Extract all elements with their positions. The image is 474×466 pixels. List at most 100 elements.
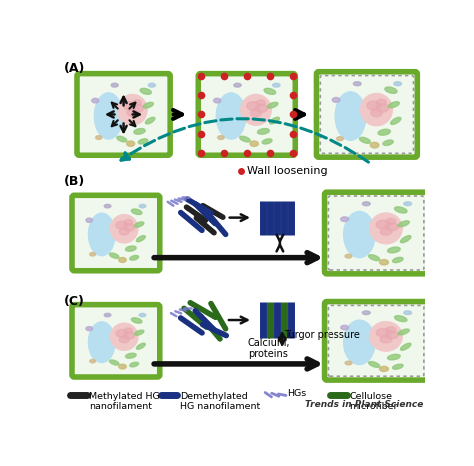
- Ellipse shape: [241, 95, 271, 125]
- FancyBboxPatch shape: [72, 195, 160, 271]
- FancyBboxPatch shape: [72, 305, 160, 377]
- Ellipse shape: [234, 83, 241, 87]
- Ellipse shape: [110, 215, 138, 243]
- Ellipse shape: [94, 93, 123, 139]
- Ellipse shape: [90, 253, 95, 256]
- Ellipse shape: [119, 336, 129, 343]
- Ellipse shape: [127, 141, 135, 146]
- Ellipse shape: [127, 109, 138, 116]
- Ellipse shape: [130, 255, 138, 260]
- Ellipse shape: [388, 102, 399, 108]
- Ellipse shape: [124, 219, 133, 225]
- Ellipse shape: [388, 354, 400, 360]
- FancyBboxPatch shape: [198, 74, 295, 155]
- Ellipse shape: [404, 202, 411, 206]
- Ellipse shape: [264, 89, 276, 95]
- Ellipse shape: [117, 136, 127, 142]
- Ellipse shape: [110, 323, 138, 350]
- Text: Turgor pressure: Turgor pressure: [284, 330, 360, 340]
- Ellipse shape: [386, 219, 396, 225]
- Ellipse shape: [385, 87, 397, 93]
- Ellipse shape: [345, 254, 352, 258]
- Ellipse shape: [109, 253, 119, 258]
- Ellipse shape: [137, 343, 145, 350]
- Ellipse shape: [138, 139, 148, 144]
- Ellipse shape: [124, 102, 136, 110]
- Ellipse shape: [369, 255, 380, 260]
- Ellipse shape: [96, 136, 102, 139]
- FancyBboxPatch shape: [77, 74, 170, 155]
- Ellipse shape: [140, 89, 151, 94]
- Ellipse shape: [116, 329, 128, 337]
- Ellipse shape: [256, 100, 265, 106]
- Ellipse shape: [262, 139, 272, 144]
- Ellipse shape: [380, 366, 389, 371]
- Ellipse shape: [370, 142, 379, 148]
- Ellipse shape: [388, 247, 400, 253]
- Ellipse shape: [90, 359, 95, 363]
- Text: HGs: HGs: [288, 389, 307, 397]
- Ellipse shape: [240, 136, 250, 142]
- Ellipse shape: [132, 104, 144, 112]
- Ellipse shape: [394, 315, 407, 322]
- Ellipse shape: [139, 313, 146, 317]
- Ellipse shape: [344, 212, 375, 258]
- Ellipse shape: [361, 93, 392, 126]
- Ellipse shape: [367, 101, 380, 110]
- Ellipse shape: [337, 137, 343, 141]
- Ellipse shape: [401, 343, 411, 350]
- Text: (A): (A): [64, 62, 85, 75]
- Ellipse shape: [380, 336, 392, 343]
- Ellipse shape: [109, 360, 119, 365]
- Ellipse shape: [385, 223, 398, 231]
- Ellipse shape: [341, 325, 348, 330]
- Ellipse shape: [111, 83, 118, 87]
- Ellipse shape: [385, 331, 398, 339]
- Ellipse shape: [124, 332, 135, 339]
- Ellipse shape: [119, 364, 126, 369]
- Ellipse shape: [89, 322, 115, 363]
- FancyBboxPatch shape: [317, 72, 417, 157]
- Ellipse shape: [376, 99, 386, 105]
- Ellipse shape: [139, 204, 146, 208]
- Ellipse shape: [362, 311, 370, 315]
- Ellipse shape: [378, 129, 391, 135]
- Ellipse shape: [404, 311, 411, 315]
- Ellipse shape: [134, 129, 145, 134]
- Text: (C): (C): [64, 295, 84, 308]
- FancyArrowPatch shape: [121, 119, 368, 162]
- Ellipse shape: [273, 83, 280, 87]
- Ellipse shape: [344, 320, 375, 364]
- Ellipse shape: [137, 236, 145, 242]
- Ellipse shape: [394, 82, 401, 86]
- Ellipse shape: [359, 137, 371, 144]
- Ellipse shape: [376, 329, 390, 337]
- Text: Demethylated
HG nanofilament: Demethylated HG nanofilament: [180, 391, 260, 411]
- Ellipse shape: [247, 102, 260, 110]
- Ellipse shape: [391, 117, 401, 124]
- Ellipse shape: [369, 362, 380, 367]
- Ellipse shape: [213, 98, 221, 103]
- Ellipse shape: [371, 109, 383, 116]
- Ellipse shape: [345, 361, 352, 365]
- FancyBboxPatch shape: [325, 192, 428, 274]
- Text: Trends in Plant Science: Trends in Plant Science: [306, 399, 424, 409]
- Ellipse shape: [376, 220, 390, 229]
- Text: Cellulose
microfiber: Cellulose microfiber: [349, 391, 398, 411]
- Ellipse shape: [143, 103, 154, 108]
- Ellipse shape: [250, 109, 262, 116]
- Ellipse shape: [392, 364, 403, 369]
- Ellipse shape: [86, 218, 92, 222]
- Ellipse shape: [132, 100, 141, 106]
- Ellipse shape: [124, 328, 133, 333]
- Ellipse shape: [131, 318, 142, 323]
- Ellipse shape: [104, 313, 111, 317]
- Ellipse shape: [124, 224, 135, 231]
- Ellipse shape: [257, 129, 269, 134]
- Ellipse shape: [376, 104, 389, 112]
- Ellipse shape: [270, 117, 280, 124]
- Ellipse shape: [126, 246, 136, 251]
- Text: (B): (B): [64, 175, 85, 188]
- Ellipse shape: [398, 221, 410, 227]
- Ellipse shape: [135, 330, 144, 335]
